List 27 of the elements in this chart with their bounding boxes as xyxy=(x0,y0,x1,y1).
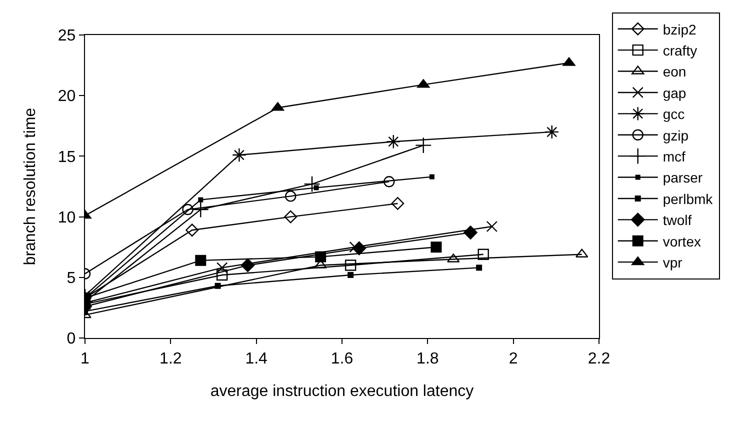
x-axis-title: average instruction execution latency xyxy=(210,383,474,400)
x-tick-label: 2.2 xyxy=(588,350,610,368)
y-tick-label: 5 xyxy=(66,270,76,287)
legend-label: crafty xyxy=(662,42,698,59)
legend-label: parser xyxy=(662,170,703,186)
legend-label: vpr xyxy=(662,254,683,271)
legend-label: gcc xyxy=(662,106,685,122)
x-tick-label: 1.6 xyxy=(330,350,354,368)
legend-label: vortex xyxy=(662,233,701,250)
x-tick-label: 1 xyxy=(80,350,90,368)
y-tick-label: 10 xyxy=(58,209,76,226)
legend-label: mcf xyxy=(662,148,686,165)
legend-label: twolf xyxy=(662,212,692,228)
y-tick-label: 0 xyxy=(66,330,76,348)
legend-label: perlbmk xyxy=(662,190,714,207)
legend-label: bzip2 xyxy=(662,21,697,38)
legend-label: eon xyxy=(662,64,686,80)
x-tick-label: 1.8 xyxy=(416,350,439,368)
y-tick-label: 15 xyxy=(58,148,76,166)
x-tick-label: 2 xyxy=(508,350,518,368)
y-tick-label: 20 xyxy=(58,88,76,106)
y-tick-label: 25 xyxy=(58,28,76,45)
legend-label: gzip xyxy=(662,127,689,144)
y-axis-title: branch resolution time xyxy=(22,108,39,266)
legend-label: gap xyxy=(662,84,686,101)
x-tick-label: 1.4 xyxy=(245,350,268,368)
x-tick-label: 1.2 xyxy=(160,350,182,368)
